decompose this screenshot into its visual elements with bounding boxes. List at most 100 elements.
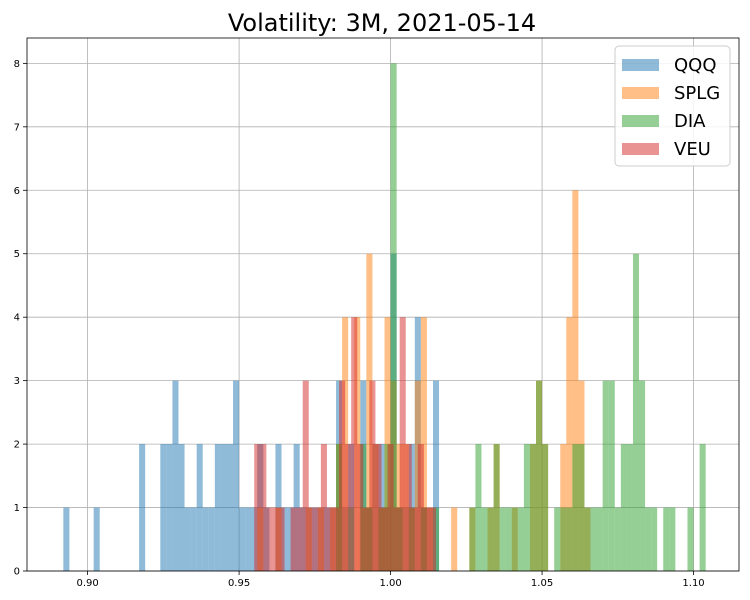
bar-dia xyxy=(487,507,494,571)
bar-dia xyxy=(554,507,561,571)
bar-veu xyxy=(369,380,376,571)
bar-veu xyxy=(405,444,412,571)
bar-veu xyxy=(351,317,358,571)
bar-dia xyxy=(542,444,549,571)
bar-dia xyxy=(529,444,537,571)
bar-dia xyxy=(626,444,633,571)
bar-dia xyxy=(390,63,397,571)
bar-veu xyxy=(290,507,297,571)
bar-dia xyxy=(651,507,658,571)
bar-splg xyxy=(572,190,579,572)
bar-qqq xyxy=(226,444,234,571)
bar-qqq xyxy=(160,444,167,571)
bar-qqq xyxy=(245,507,252,571)
bar-qqq xyxy=(178,444,185,571)
bar-splg xyxy=(451,507,458,571)
bar-veu xyxy=(393,507,400,571)
plot-frame xyxy=(26,37,740,572)
x-tick-label: 1.05 xyxy=(531,578,553,589)
legend: QQQ SPLG DIA VEU xyxy=(614,45,731,167)
x-tick-label: 1.00 xyxy=(379,578,401,589)
bar-dia xyxy=(590,507,597,571)
legend-label-dia: DIA xyxy=(674,111,706,132)
bar-qqq xyxy=(63,507,70,571)
legend-box xyxy=(614,45,731,167)
legend-swatch-splg xyxy=(622,87,659,99)
bar-veu xyxy=(326,507,334,571)
bar-qqq xyxy=(233,380,240,571)
legend-swatch-veu xyxy=(622,143,659,155)
legend-swatch-dia xyxy=(622,115,659,127)
bar-dia xyxy=(639,380,646,571)
bar-veu xyxy=(387,444,394,571)
bar-veu xyxy=(278,507,285,571)
bar-dia xyxy=(536,380,543,571)
bar-veu xyxy=(423,507,430,571)
bar-dia xyxy=(602,380,609,571)
x-tick-label: 0.90 xyxy=(76,578,98,589)
bar-veu xyxy=(296,507,303,571)
y-tick-label: 7 xyxy=(14,122,20,133)
bar-qqq xyxy=(208,507,215,571)
bar-qqq xyxy=(190,507,197,571)
y-tick-label: 8 xyxy=(14,59,20,70)
bar-veu xyxy=(314,507,321,571)
bar-veu xyxy=(411,507,418,571)
y-tick-label: 0 xyxy=(14,567,20,578)
y-tick-label: 2 xyxy=(14,440,20,451)
y-tick-label: 3 xyxy=(14,376,20,387)
bar-veu xyxy=(381,507,388,571)
bar-veu xyxy=(399,317,406,571)
y-tick-label: 5 xyxy=(14,249,20,260)
x-tick-label: 1.10 xyxy=(682,578,704,589)
y-tick-label: 4 xyxy=(14,313,20,324)
bar-qqq xyxy=(184,507,191,571)
x-tick-label: 0.95 xyxy=(228,578,250,589)
bar-qqq xyxy=(239,507,246,571)
axes: 0.90 0.95 1.00 1.05 1.10 0 1 2 3 4 5 6 7 8 xyxy=(14,59,705,589)
bar-splg xyxy=(566,317,573,571)
bar-veu xyxy=(345,444,352,571)
bar-qqq xyxy=(196,444,203,571)
bar-dia xyxy=(699,444,706,571)
bar-dia xyxy=(584,507,591,571)
bar-dia xyxy=(596,507,603,571)
bar-dia xyxy=(669,507,676,571)
bar-veu xyxy=(302,380,309,571)
bar-dia xyxy=(645,507,652,571)
histogram-bars xyxy=(63,63,706,572)
bar-dia xyxy=(687,507,694,571)
bar-dia xyxy=(632,253,640,571)
bar-veu xyxy=(357,444,364,571)
bar-veu xyxy=(272,507,279,571)
bar-dia xyxy=(523,444,530,571)
bar-dia xyxy=(566,507,573,571)
bar-dia xyxy=(499,507,506,571)
legend-label-splg: SPLG xyxy=(674,83,720,104)
bar-dia xyxy=(560,507,567,571)
bar-qqq xyxy=(202,507,209,571)
bar-qqq xyxy=(166,444,173,571)
bar-qqq xyxy=(220,444,227,571)
bar-dia xyxy=(614,507,621,571)
bar-veu xyxy=(266,507,273,571)
bar-dia xyxy=(572,444,579,571)
bar-dia xyxy=(493,444,500,571)
bar-veu xyxy=(320,444,327,571)
bar-dia xyxy=(578,444,585,571)
y-tick-label: 1 xyxy=(14,503,20,514)
legend-swatch-qqq xyxy=(622,59,659,71)
chart-title: Volatility: 3M, 2021-05-14 xyxy=(228,9,536,37)
bar-veu xyxy=(260,444,267,571)
bar-veu xyxy=(308,507,315,571)
bar-veu xyxy=(254,444,261,571)
bar-qqq xyxy=(172,380,179,571)
bar-qqq xyxy=(139,444,146,571)
legend-label-veu: VEU xyxy=(674,139,711,160)
bar-qqq xyxy=(214,444,221,571)
bar-dia xyxy=(620,444,627,571)
bar-dia xyxy=(517,507,524,571)
bar-dia xyxy=(663,507,670,571)
bar-dia xyxy=(511,507,518,571)
